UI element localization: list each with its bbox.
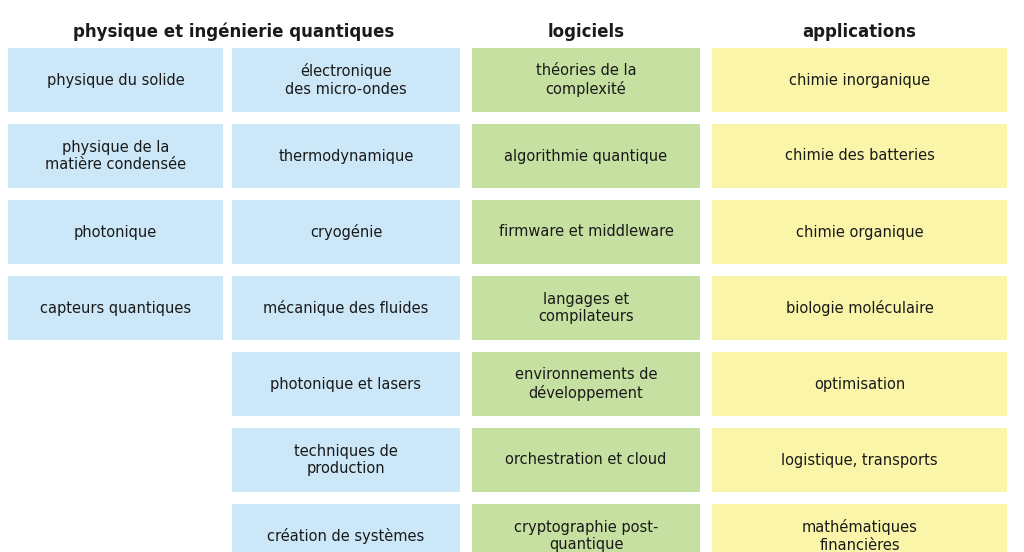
Text: création de systèmes: création de systèmes xyxy=(267,528,425,544)
FancyBboxPatch shape xyxy=(232,200,460,264)
Text: logiciels: logiciels xyxy=(548,23,625,41)
FancyBboxPatch shape xyxy=(232,276,460,340)
FancyBboxPatch shape xyxy=(472,352,700,416)
FancyBboxPatch shape xyxy=(472,276,700,340)
FancyBboxPatch shape xyxy=(472,504,700,552)
FancyBboxPatch shape xyxy=(712,48,1007,112)
Text: firmware et middleware: firmware et middleware xyxy=(499,225,674,240)
Text: photonique et lasers: photonique et lasers xyxy=(270,376,422,391)
Text: photonique: photonique xyxy=(74,225,157,240)
Text: environnements de
développement: environnements de développement xyxy=(515,367,657,401)
FancyBboxPatch shape xyxy=(232,428,460,492)
Text: orchestration et cloud: orchestration et cloud xyxy=(505,453,667,468)
Text: chimie des batteries: chimie des batteries xyxy=(784,148,935,163)
FancyBboxPatch shape xyxy=(8,276,223,340)
FancyBboxPatch shape xyxy=(712,276,1007,340)
Text: biologie moléculaire: biologie moléculaire xyxy=(785,300,934,316)
Text: applications: applications xyxy=(803,23,916,41)
Text: algorithmie quantique: algorithmie quantique xyxy=(505,148,668,163)
Text: physique de la
matière condensée: physique de la matière condensée xyxy=(45,140,186,172)
FancyBboxPatch shape xyxy=(472,124,700,188)
Text: mathématiques
financières: mathématiques financières xyxy=(802,519,918,552)
Text: cryogénie: cryogénie xyxy=(310,224,382,240)
Text: chimie organique: chimie organique xyxy=(796,225,924,240)
FancyBboxPatch shape xyxy=(472,200,700,264)
FancyBboxPatch shape xyxy=(712,124,1007,188)
Text: langages et
compilateurs: langages et compilateurs xyxy=(539,292,634,324)
Text: physique du solide: physique du solide xyxy=(47,72,184,88)
Text: chimie inorganique: chimie inorganique xyxy=(788,72,930,88)
FancyBboxPatch shape xyxy=(712,504,1007,552)
FancyBboxPatch shape xyxy=(712,200,1007,264)
Text: théories de la
complexité: théories de la complexité xyxy=(536,63,636,97)
FancyBboxPatch shape xyxy=(8,48,223,112)
FancyBboxPatch shape xyxy=(712,428,1007,492)
FancyBboxPatch shape xyxy=(472,48,700,112)
Text: cryptographie post-
quantique: cryptographie post- quantique xyxy=(514,520,658,552)
FancyBboxPatch shape xyxy=(8,200,223,264)
Text: mécanique des fluides: mécanique des fluides xyxy=(263,300,429,316)
Text: optimisation: optimisation xyxy=(814,376,905,391)
FancyBboxPatch shape xyxy=(232,124,460,188)
Text: thermodynamique: thermodynamique xyxy=(279,148,414,163)
FancyBboxPatch shape xyxy=(8,124,223,188)
FancyBboxPatch shape xyxy=(472,428,700,492)
Text: électronique
des micro-ondes: électronique des micro-ondes xyxy=(285,63,407,97)
FancyBboxPatch shape xyxy=(712,352,1007,416)
Text: physique et ingénierie quantiques: physique et ingénierie quantiques xyxy=(74,23,394,41)
Text: techniques de
production: techniques de production xyxy=(294,444,398,476)
FancyBboxPatch shape xyxy=(232,48,460,112)
FancyBboxPatch shape xyxy=(232,504,460,552)
FancyBboxPatch shape xyxy=(232,352,460,416)
Text: logistique, transports: logistique, transports xyxy=(781,453,938,468)
Text: capteurs quantiques: capteurs quantiques xyxy=(40,300,191,316)
